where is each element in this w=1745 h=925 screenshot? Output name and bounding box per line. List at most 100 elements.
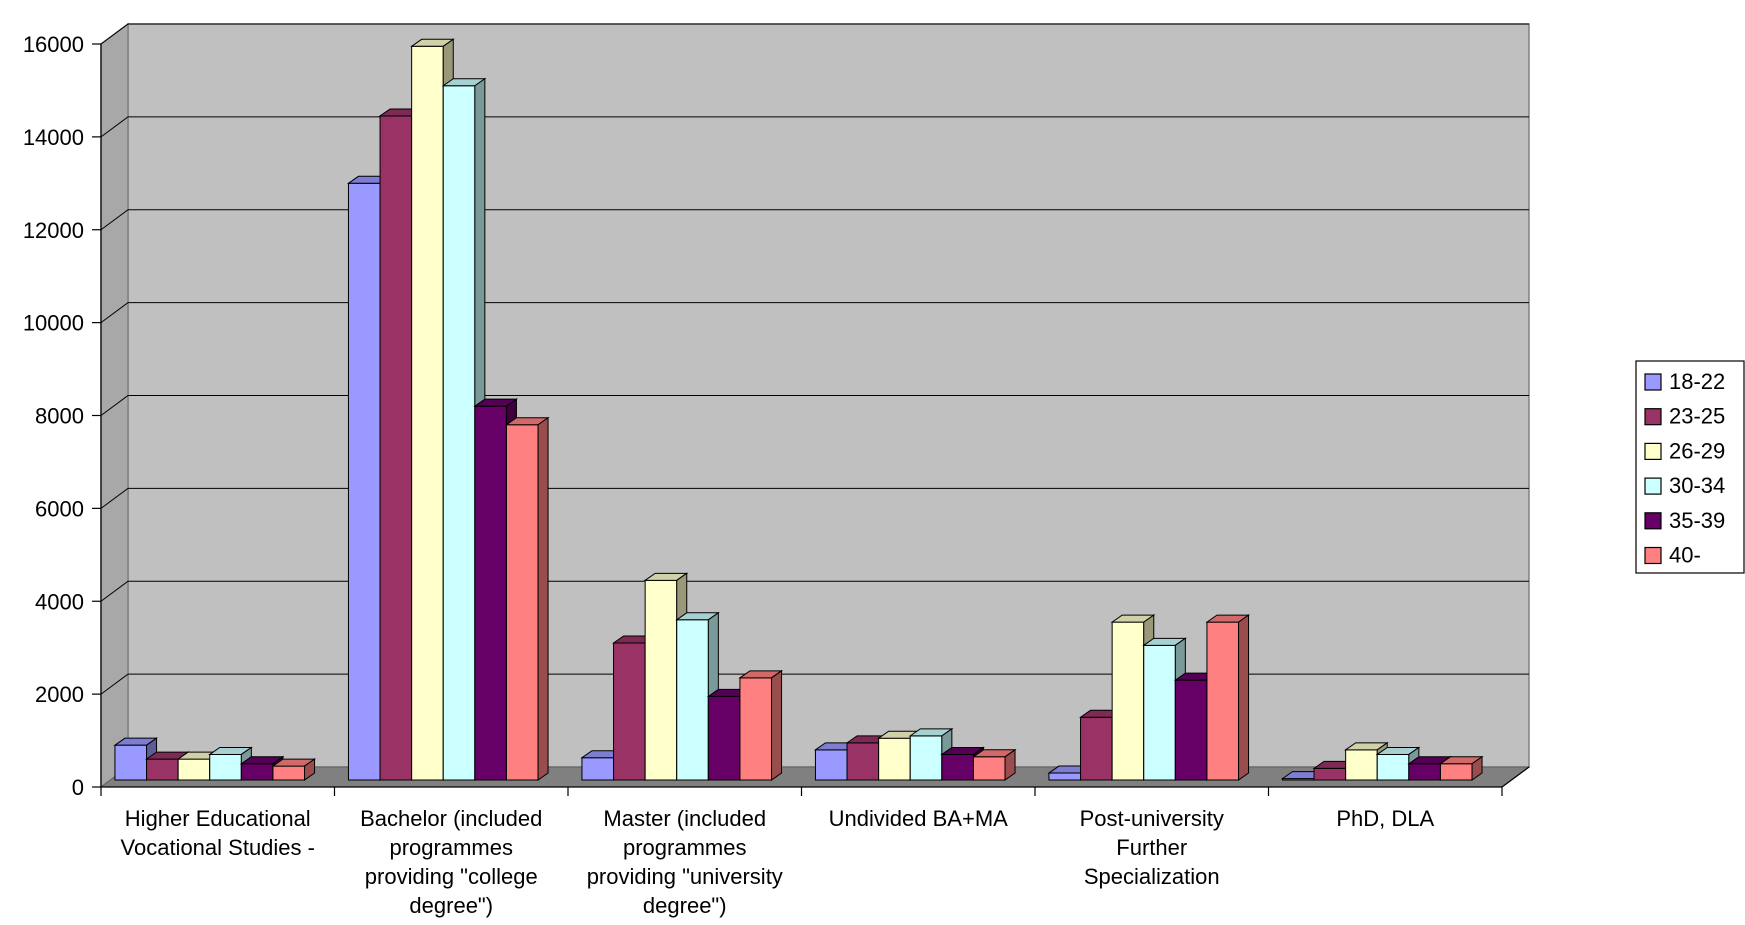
y-tick-label: 12000 — [23, 218, 84, 243]
bar-front — [272, 765, 306, 781]
bar-front — [1376, 753, 1410, 781]
y-axis-ticks: 0 2000 4000 6000 8000 10000 12000 14000 16000 — [23, 32, 101, 800]
gridlines — [100, 23, 1529, 695]
bar-front — [347, 182, 381, 781]
bar-front — [114, 744, 148, 781]
x-axis-labels: Higher Educational Vocational Studies - Ba… — [121, 806, 1435, 918]
legend-label: 35-39 — [1669, 508, 1725, 533]
bar-front — [909, 735, 943, 781]
bar-front — [613, 642, 646, 781]
legend-item-40-: 40- — [1644, 543, 1701, 568]
bar-front — [1345, 749, 1378, 781]
legend-swatch — [1644, 373, 1662, 391]
bar-side — [1471, 755, 1483, 781]
bar-front — [581, 757, 615, 781]
legend-label: 30-34 — [1669, 473, 1725, 498]
plot-walls — [99, 22, 1531, 789]
legend-item-30-34: 30-34 — [1644, 473, 1725, 498]
y-tick-label: 0 — [72, 775, 84, 800]
bar-front — [739, 677, 773, 781]
bar-front — [411, 45, 444, 781]
bar-front — [505, 424, 539, 781]
bar-front — [1206, 621, 1240, 781]
legend-item-35-39: 35-39 — [1644, 508, 1725, 533]
bar-side — [771, 669, 783, 781]
bar-front — [814, 749, 848, 781]
gridline — [100, 116, 1529, 138]
bar-side — [1238, 614, 1250, 781]
bar-front — [442, 85, 476, 781]
bar-40--cat-3 — [971, 748, 1017, 781]
y-tick-label: 8000 — [35, 404, 84, 429]
legend-swatch — [1644, 546, 1662, 565]
gridline — [100, 23, 1529, 45]
legend-box — [1635, 360, 1745, 574]
bar-30-34-cat-2 — [675, 611, 720, 781]
legend-swatch — [1644, 477, 1662, 495]
bar-front — [379, 115, 413, 781]
legend-label: 40- — [1669, 543, 1701, 568]
bar-front — [1048, 772, 1082, 781]
bar-40--cat-5 — [1438, 755, 1484, 781]
bar-front — [1111, 621, 1145, 781]
bar-side — [304, 758, 316, 781]
y-tick-label: 16000 — [23, 32, 84, 57]
bar-front — [1080, 716, 1113, 781]
bar-30-34-cat-0 — [208, 746, 253, 781]
bar-front — [707, 695, 741, 781]
legend-label: 18-22 — [1669, 369, 1725, 394]
gridline — [100, 302, 1529, 324]
y-tick-label: 4000 — [35, 589, 84, 614]
legend-label: 26-29 — [1669, 438, 1725, 463]
y-tick-label: 6000 — [35, 496, 84, 521]
x-category-label: Bachelor (included programmes providing "c… — [360, 806, 542, 918]
legend-item-18-22: 18-22 — [1644, 369, 1725, 394]
legend: 18-22 23-25 26-29 30-34 35-39 40- — [1635, 360, 1745, 574]
legend-item-26-29: 26-29 — [1644, 438, 1725, 463]
bar-front — [177, 758, 211, 781]
gridline — [100, 395, 1529, 416]
bar-front — [644, 579, 678, 781]
y-tick-label: 10000 — [23, 311, 84, 336]
gridline — [100, 673, 1529, 695]
x-category-label: Master (included programmes providing "uni… — [587, 806, 783, 918]
x-category-label: PhD, DLA — [1336, 806, 1434, 831]
x-category-label: Higher Educational Vocational Studies - — [121, 806, 315, 860]
bar-side — [537, 416, 549, 781]
gridline — [100, 487, 1529, 509]
bar-front — [474, 405, 507, 781]
bar-front — [972, 756, 1006, 781]
bar-front — [1174, 679, 1208, 781]
bar-front — [1439, 763, 1473, 781]
bars — [113, 38, 1484, 781]
bar-40--cat-2 — [738, 669, 784, 781]
bar-side — [1004, 748, 1016, 781]
gridline — [100, 209, 1529, 231]
bar-40--cat-1 — [504, 416, 550, 781]
bar-front — [676, 619, 709, 781]
x-category-label: Undivided BA+MA — [829, 806, 1008, 831]
bar-front — [240, 763, 274, 781]
bar-front — [1408, 763, 1441, 781]
bar-front — [1313, 767, 1347, 781]
x-category-label: Post-university Further Specialization — [1080, 806, 1224, 889]
y-tick-label: 14000 — [23, 125, 84, 150]
legend-swatch — [1644, 442, 1662, 460]
bar-40--cat-4 — [1205, 614, 1251, 781]
floor-edge — [1501, 766, 1530, 788]
y-tick-label: 2000 — [35, 682, 84, 707]
gridline — [100, 580, 1529, 602]
legend-swatch — [1644, 408, 1662, 426]
bar-front — [878, 737, 911, 781]
legend-item-23-25: 23-25 — [1644, 404, 1725, 429]
bar-front — [146, 758, 179, 781]
bar-front — [1143, 644, 1176, 781]
bar-40--cat-0 — [271, 758, 317, 781]
legend-label: 23-25 — [1669, 404, 1725, 429]
bar-front — [846, 742, 880, 781]
bar-front — [209, 753, 242, 781]
legend-swatch — [1644, 512, 1662, 530]
bar-front — [941, 753, 974, 781]
